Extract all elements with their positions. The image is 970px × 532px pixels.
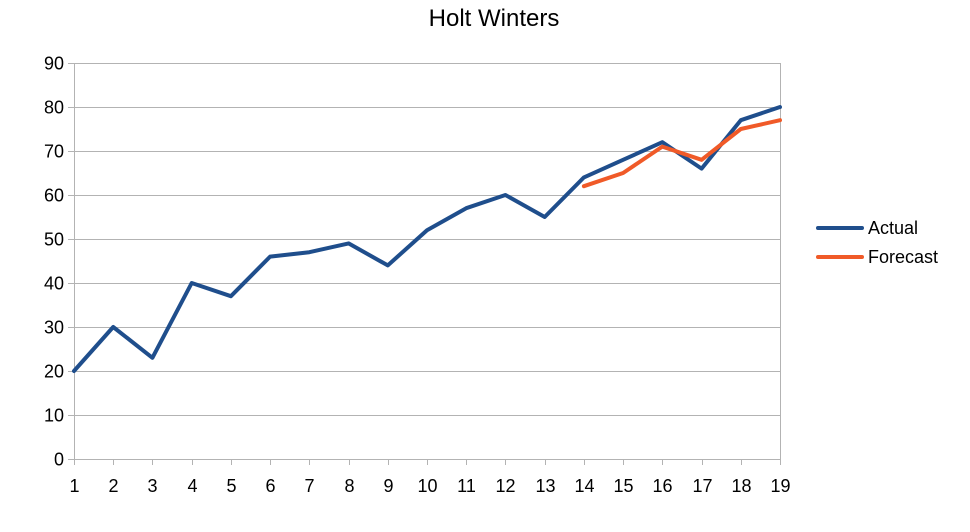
x-tick-label: 13: [535, 476, 555, 496]
x-tick-label: 8: [344, 476, 354, 496]
x-tick-label: 6: [265, 476, 275, 496]
x-tick-label: 15: [613, 476, 633, 496]
x-tick-label: 2: [108, 476, 118, 496]
x-tick-label: 18: [731, 476, 751, 496]
x-tick-label: 17: [692, 476, 712, 496]
series-line-forecast: [581, 118, 782, 189]
x-tick-label: 7: [304, 476, 314, 496]
y-tick-label: 10: [44, 406, 64, 426]
legend-label-forecast: Forecast: [868, 247, 938, 267]
x-tick-label: 19: [770, 476, 790, 496]
axes: [68, 63, 781, 465]
x-axis-tick-labels: 1 2 3 4 5 6 7 8 9 10 11 12 13 14 15 16 17 18 19: [69, 476, 790, 496]
x-tick-label: 4: [187, 476, 197, 496]
series-line-actual: [72, 105, 782, 373]
y-axis-tick-labels: 0 10 20 30 40 50 60 70 80 90: [44, 54, 64, 470]
x-tick-label: 3: [147, 476, 157, 496]
legend-label-actual: Actual: [868, 218, 918, 238]
series-lines: [72, 105, 782, 373]
y-tick-label: 50: [44, 230, 64, 250]
y-tick-label: 0: [54, 450, 64, 470]
x-tick-label: 1: [69, 476, 79, 496]
x-tick-label: 10: [417, 476, 437, 496]
y-tick-label: 60: [44, 186, 64, 206]
y-tick-label: 30: [44, 318, 64, 338]
x-tick-label: 14: [574, 476, 594, 496]
grid-lines: [74, 63, 780, 416]
x-tick-label: 12: [495, 476, 515, 496]
x-tick-label: 5: [226, 476, 236, 496]
x-tick-label: 11: [457, 476, 476, 496]
y-tick-label: 90: [44, 54, 64, 74]
y-tick-label: 20: [44, 362, 64, 382]
y-tick-label: 80: [44, 98, 64, 118]
y-tick-label: 70: [44, 142, 64, 162]
x-tick-label: 16: [652, 476, 672, 496]
chart-title: Holt Winters: [429, 5, 560, 32]
y-tick-label: 40: [44, 274, 64, 294]
x-tick-label: 9: [383, 476, 393, 496]
legend: Actual Forecast: [816, 218, 938, 267]
